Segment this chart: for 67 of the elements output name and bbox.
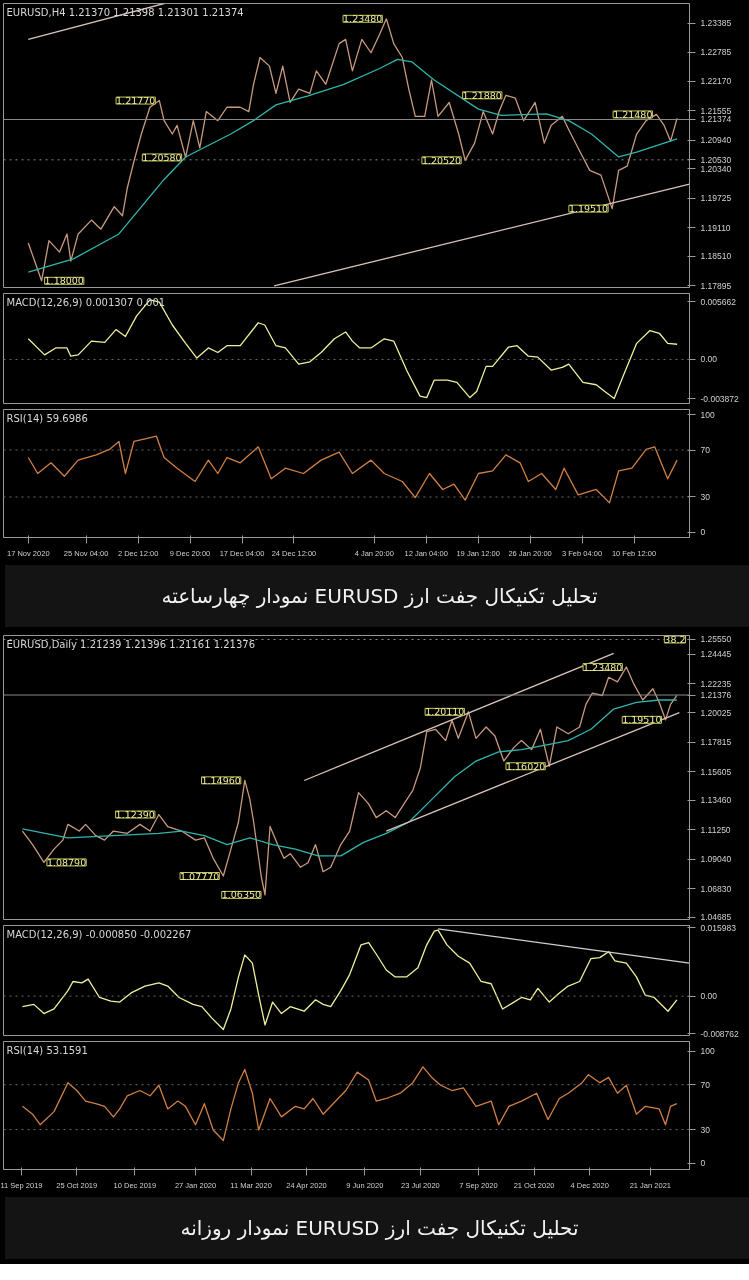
chart-title: RSI(14) 59.6986 [6, 412, 88, 424]
y-tick-label: 1.20940 [700, 135, 732, 146]
y-tick-label: 0.015983 [700, 922, 737, 933]
annotation: 1.23480 [583, 661, 623, 673]
y-tick-label: -0.008762 [700, 1028, 740, 1039]
annotation: 1.14960 [201, 774, 241, 786]
y-tick-label: 1.15605 [700, 766, 732, 777]
y-tick-label: 1.21376 [700, 690, 732, 701]
y-tick-label: 0.00 [700, 354, 718, 365]
annotation: 1.19510 [622, 714, 662, 726]
chart-title: MACD(12,26,9) -0.000850 -0.002267 [6, 928, 192, 940]
y-tick-label: 1.17815 [700, 737, 732, 748]
y-tick-label: 0.005662 [700, 296, 737, 307]
annotation: 1.07770 [180, 870, 220, 882]
y-tick-label: 1.21555 [700, 105, 732, 116]
annotation: 1.06350 [221, 889, 262, 901]
annotation: 1.21770 [116, 95, 156, 107]
y-tick-label: 1.04685 [700, 912, 732, 923]
y-tick-label: 30 [700, 491, 711, 502]
y-tick-label: 1.09040 [700, 854, 732, 865]
annotation: 1.20580 [142, 151, 182, 163]
y-tick-label: 1.11250 [700, 824, 731, 835]
annotation: 1.20520 [421, 154, 462, 166]
y-tick-label: 1.22170 [700, 76, 732, 87]
y-tick-label: 1.20025 [700, 707, 732, 718]
y-tick-label: -0.003872 [700, 393, 740, 404]
annotation: 1.16020 [505, 760, 546, 772]
y-tick-label: 1.19725 [700, 193, 732, 204]
text: تحلیل تکنیکال جفت ارز EURUSD نمودار روزانه [180, 1215, 579, 1242]
y-tick-label: 1.24445 [700, 649, 732, 660]
line-series [27, 435, 678, 504]
y-tick-label: 1.23385 [700, 18, 732, 29]
y-tick-label: 1.25550 [700, 634, 732, 645]
y-tick-label: 1.06830 [700, 883, 732, 894]
y-tick-label: 30 [700, 1124, 711, 1135]
y-tick-label: 1.19110 [700, 222, 731, 233]
annotation: 1.20110 [425, 706, 465, 718]
y-tick-label: 1.21374 [700, 114, 732, 125]
y-tick-label: 1.13460 [700, 795, 732, 806]
annotation: 1.08790 [46, 856, 87, 868]
annotation: 38.2 [664, 633, 686, 645]
y-tick-label: 70 [700, 445, 711, 456]
chart-title: EURUSD,Daily 1.21239 1.21396 1.21161 1.21376 [6, 638, 256, 650]
y-tick-label: 1.20340 [700, 163, 732, 174]
y-tick-label: 0 [700, 527, 706, 538]
annotation: 1.19510 [568, 203, 609, 215]
annotation: 1.23480 [343, 13, 383, 25]
line-series [27, 58, 678, 273]
y-tick-label: 0 [700, 1158, 706, 1169]
y-tick-label: 0.00 [700, 991, 718, 1002]
y-tick-label: 1.17895 [700, 280, 732, 291]
text: تحلیل تکنیکال جفت ارز EURUSD نمودار چهارساعته [161, 583, 598, 610]
chart-title: RSI(14) 53.1591 [6, 1044, 88, 1056]
line-series [21, 1066, 678, 1142]
annotation: 1.12390 [115, 809, 155, 821]
y-tick-label: 100 [700, 409, 715, 420]
y-tick-label: 1.20530 [700, 154, 732, 165]
y-tick-label: 1.18510 [700, 251, 732, 262]
y-tick-label: 1.22785 [700, 47, 732, 58]
y-tick-label: 100 [700, 1046, 715, 1057]
annotation: 1.18000 [44, 275, 84, 287]
annotation: 1.21480 [613, 108, 653, 120]
annotation: 1.21880 [462, 89, 502, 101]
line-series [21, 666, 678, 896]
line-series [21, 699, 678, 857]
y-tick-label: 1.22235 [700, 678, 732, 689]
y-tick-label: 70 [700, 1079, 711, 1090]
